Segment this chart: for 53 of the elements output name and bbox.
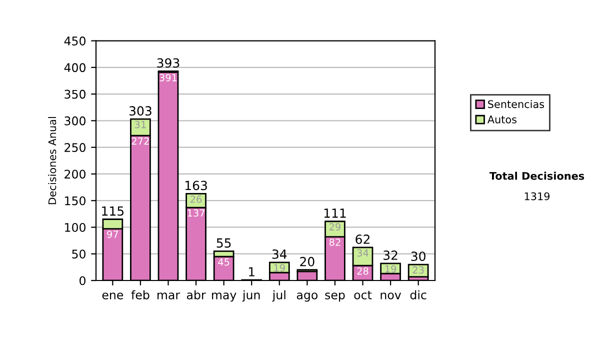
- y-tick-label: 200: [64, 170, 86, 179]
- data-label: 19: [385, 265, 396, 273]
- total-label: 34: [272, 249, 287, 259]
- x-tick-label: nov: [380, 292, 402, 300]
- data-label: 97: [107, 230, 118, 238]
- x-tick-label: sep: [325, 292, 345, 302]
- y-tick-label: 350: [64, 90, 86, 99]
- data-label: 34: [357, 249, 368, 257]
- total-label: 55: [216, 238, 231, 248]
- x-tick-label: oct: [354, 290, 372, 300]
- x-tick-label: abr: [186, 290, 206, 300]
- total-label: 62: [356, 234, 370, 244]
- y-axis-title: Decisiones Anual: [48, 117, 56, 204]
- data-label: 23: [412, 266, 424, 274]
- data-label: 272: [132, 137, 149, 145]
- total-label: 32: [384, 250, 398, 260]
- data-label: 45: [218, 258, 230, 266]
- y-tick-label: 0: [80, 276, 86, 286]
- x-tick-label: feb: [131, 290, 150, 300]
- data-label: 31: [135, 120, 146, 128]
- x-tick-label: jun: [242, 290, 260, 302]
- y-tick-label: 250: [64, 143, 86, 152]
- data-label: 19: [274, 264, 285, 272]
- total-label: 20: [300, 256, 314, 266]
- y-tick-label: 150: [65, 196, 86, 206]
- y-tick-label: 50: [72, 250, 86, 259]
- x-tick-label: dic: [410, 290, 426, 300]
- x-tick-label: may: [212, 292, 236, 302]
- data-label: 28: [357, 267, 368, 275]
- text: 1319: [524, 192, 550, 200]
- y-tick-label: 100: [65, 222, 86, 232]
- data-label: 137: [188, 209, 204, 217]
- total-label: 115: [102, 206, 124, 216]
- data-label: 26: [190, 195, 202, 203]
- x-tick-label: ene: [102, 292, 124, 300]
- total-label: 111: [324, 208, 346, 218]
- data-label: 82: [329, 238, 340, 246]
- legend-label: Sentencias: [488, 100, 544, 108]
- total-label: 163: [185, 180, 207, 190]
- total-label: 30: [411, 252, 426, 262]
- total-label: 303: [129, 106, 152, 116]
- y-tick-label: 300: [64, 116, 86, 126]
- text: Total Decisiones: [489, 172, 584, 180]
- x-tick-label: jul: [272, 290, 286, 302]
- total-label: 393: [157, 58, 180, 68]
- data-label: 391: [160, 74, 177, 82]
- x-tick-label: ago: [296, 292, 318, 302]
- x-tick-label: mar: [158, 292, 180, 300]
- y-tick-label: 450: [64, 36, 86, 46]
- total-label: 1: [249, 267, 254, 276]
- data-label: 29: [329, 223, 340, 230]
- legend-label: Autos: [487, 116, 516, 124]
- y-tick-label: 400: [64, 63, 86, 72]
